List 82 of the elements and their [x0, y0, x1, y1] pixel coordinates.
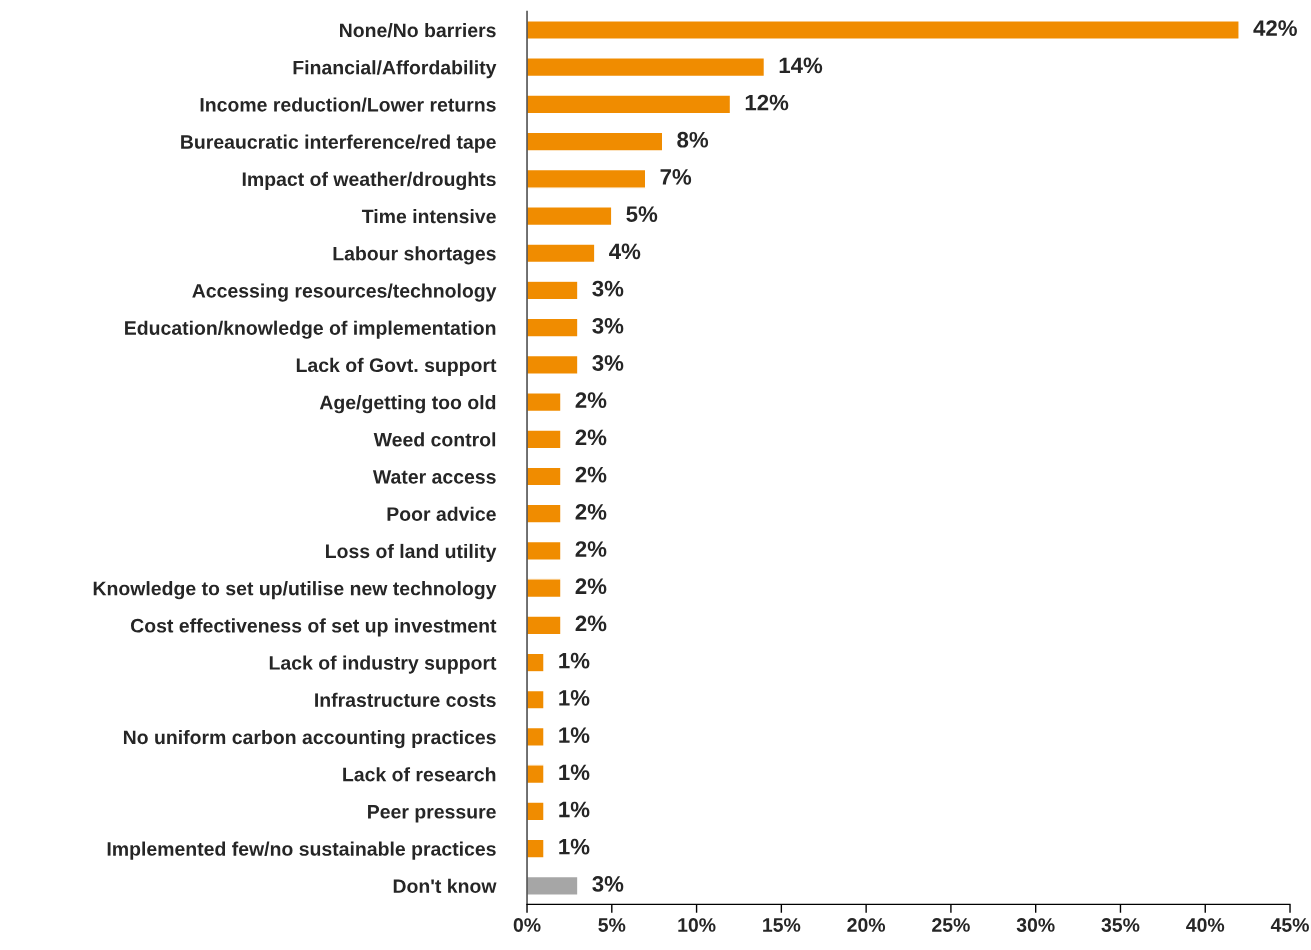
data-label: 7%: [660, 169, 692, 185]
data-label: 2%: [575, 615, 607, 632]
bar: [527, 764, 545, 785]
y-tick-label: Lack of research: [343, 767, 496, 782]
data-label: 1%: [559, 838, 590, 855]
bar: [527, 429, 562, 450]
y-tick-label: Peer pressure: [368, 805, 496, 823]
bar: [527, 57, 766, 78]
x-tick-label: 20%: [847, 918, 886, 932]
y-tick-label: None/No barriers: [340, 22, 496, 38]
bar: [527, 540, 562, 561]
bar: [527, 131, 664, 152]
data-label: 2%: [575, 578, 607, 595]
y-tick-label: Time intensive: [361, 209, 496, 224]
data-label: 1%: [559, 690, 590, 706]
y-tick-label: Education/knowledge of implementation: [125, 320, 496, 339]
y-tick-label: Don't know: [393, 878, 497, 894]
data-label: 2%: [575, 429, 607, 446]
y-tick-label: No uniform carbon accounting practices: [123, 729, 496, 749]
bar: [527, 392, 562, 413]
bar: [527, 652, 545, 673]
bar: [527, 503, 562, 524]
data-label: 2%: [575, 466, 607, 483]
x-tick-label: 30%: [1016, 918, 1055, 932]
y-tick-label: Lack of industry support: [269, 655, 497, 674]
y-tick-label: Weed control: [373, 432, 496, 447]
y-tick-label: Bureaucratic interference/red tape: [181, 134, 496, 153]
bar: [527, 354, 579, 375]
bar: [527, 801, 545, 822]
data-label: 5%: [626, 206, 658, 223]
bar: [527, 20, 1240, 41]
y-tick-label: Accessing resources/technology: [192, 283, 497, 302]
x-tick-label: 40%: [1186, 918, 1225, 932]
y-tick-label: Poor advice: [387, 506, 496, 521]
data-label: 3%: [592, 876, 624, 892]
y-tick-label: Loss of land utility: [326, 543, 497, 562]
x-tick-label: 35%: [1101, 918, 1140, 932]
bar: [527, 243, 596, 264]
bar: [527, 94, 732, 115]
data-label: 1%: [559, 727, 590, 743]
x-tick-label: 0%: [513, 918, 541, 932]
bar: [527, 615, 562, 636]
y-tick-label: Water access: [372, 470, 496, 484]
x-tick-label: 25%: [932, 918, 970, 932]
data-label: 3%: [592, 280, 624, 297]
bar: [527, 838, 545, 859]
bar: [527, 875, 579, 896]
data-label: 3%: [592, 317, 624, 334]
bar: [527, 280, 579, 301]
data-label: 12%: [745, 94, 789, 111]
data-label: 2%: [575, 503, 607, 520]
x-tick-label: 15%: [763, 918, 801, 932]
x-tick-label: 5%: [598, 918, 626, 932]
data-label: 4%: [609, 243, 641, 260]
y-tick-label: Impact of weather/droughts: [242, 171, 496, 190]
data-label: 1%: [559, 764, 590, 781]
bar: [527, 726, 545, 747]
y-tick-label: Income reduction/Lower returns: [200, 97, 496, 112]
bar: [527, 466, 562, 487]
x-tick-label: 45%: [1270, 918, 1309, 932]
bar: [527, 578, 562, 599]
data-label: 42%: [1253, 20, 1297, 36]
y-tick-label: Age/getting too old: [319, 395, 496, 414]
data-label: 3%: [592, 355, 624, 371]
y-tick-label: Knowledge to set up/utilise new technology: [93, 581, 497, 600]
data-label: 1%: [559, 652, 590, 669]
bar: [527, 206, 613, 227]
bar: [527, 317, 579, 338]
y-tick-label: Infrastructure costs: [315, 692, 496, 707]
data-label: 1%: [559, 801, 590, 818]
x-tick-label: 10%: [678, 918, 716, 932]
bar: [527, 168, 647, 189]
data-label: 14%: [779, 57, 823, 74]
y-tick-label: Labour shortages: [333, 246, 496, 265]
y-tick-label: Implemented few/no sustainable practices: [107, 841, 496, 860]
bar: [527, 689, 545, 710]
y-tick-label: Financial/Affordability: [293, 60, 497, 79]
y-tick-label: Cost effectiveness of set up investment: [131, 618, 497, 637]
data-label: 2%: [575, 541, 607, 557]
data-label: 2%: [575, 392, 607, 409]
y-tick-label: Lack of Govt. support: [296, 357, 497, 376]
data-label: 8%: [677, 131, 709, 148]
